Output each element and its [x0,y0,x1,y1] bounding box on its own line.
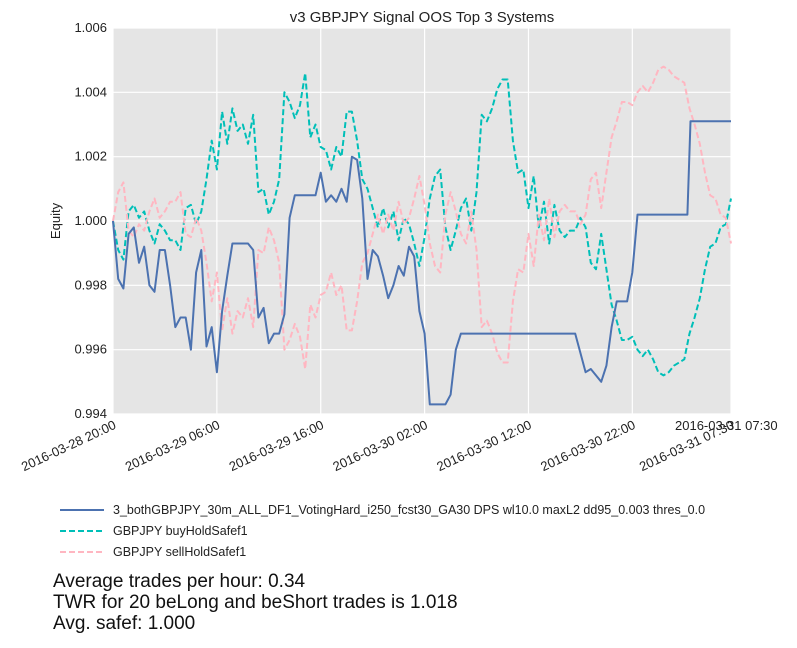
legend: 3_bothGBPJPY_30m_ALL_DF1_VotingHard_i250… [60,503,705,559]
legend-label-2: GBPJPY buyHoldSafef1 [113,524,248,538]
y-tick-label: 0.998 [74,277,107,292]
legend-label-1: 3_bothGBPJPY_30m_ALL_DF1_VotingHard_i250… [113,503,705,517]
series-line-1 [112,120,731,406]
x-tick-label: 2016-03-29 06:00 [123,417,222,474]
y-axis-label: Equity [48,202,63,239]
stats-trades-per-hour: Average trades per hour: 0.34 [53,571,306,592]
grid [112,27,732,415]
x-tick-label: 2016-03-30 12:00 [434,417,533,474]
y-tick-label: 0.996 [74,342,107,357]
series-line-2 [112,72,732,377]
y-tick-label: 1.000 [74,213,107,228]
x-tick-label: 2016-03-28 20:00 [19,417,118,474]
y-tick-label: 0.994 [74,406,107,421]
x-axis-corner-label: 2016-03-31 07:30 [675,418,778,433]
x-tick-label: 2016-03-30 22:00 [538,417,637,474]
x-tick-label: 2016-03-30 02:00 [330,417,429,474]
x-axis: 2016-03-28 20:00 2016-03-29 06:00 2016-03-… [19,417,736,474]
series-line-3 [112,65,732,370]
y-tick-label: 1.002 [74,149,107,164]
chart-title: v3 GBPJPY Signal OOS Top 3 Systems [290,9,555,26]
stats-twr: TWR for 20 beLong and beShort trades is … [53,592,458,613]
y-axis: 0.994 0.996 0.998 1.000 1.002 1.004 1.006 [74,20,107,421]
x-tick-label: 2016-03-29 16:00 [227,417,326,474]
series-layer [112,65,732,406]
y-tick-label: 1.004 [74,84,107,99]
y-tick-label: 1.006 [74,20,107,35]
stats-panel: Average trades per hour: 0.34 TWR for 20… [53,571,458,634]
legend-label-3: GBPJPY sellHoldSafef1 [113,545,246,559]
stats-avg-safef: Avg. safef: 1.000 [53,613,196,634]
